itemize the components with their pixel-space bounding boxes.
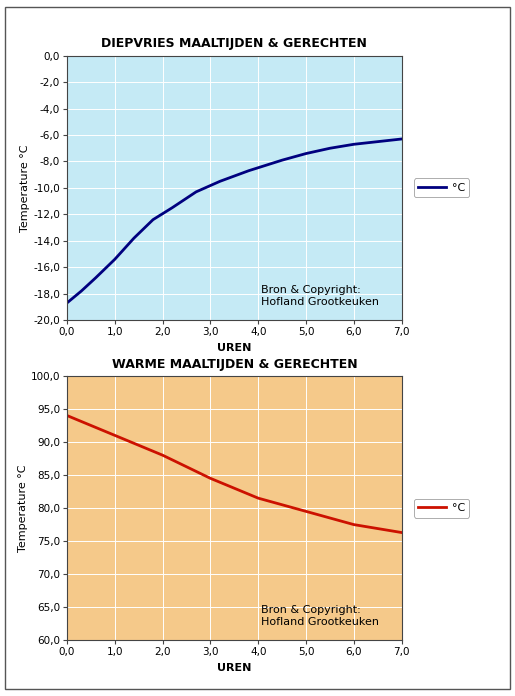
Y-axis label: Temperature °C: Temperature °C: [21, 144, 30, 232]
Y-axis label: Temperature °C: Temperature °C: [18, 464, 28, 552]
Title: WARME MAALTIJDEN & GERECHTEN: WARME MAALTIJDEN & GERECHTEN: [112, 358, 357, 370]
X-axis label: UREN: UREN: [217, 663, 251, 673]
Text: Bron & Copyright:
Hofland Grootkeuken: Bron & Copyright: Hofland Grootkeuken: [261, 606, 379, 627]
X-axis label: UREN: UREN: [217, 342, 251, 353]
Text: Bron & Copyright:
Hofland Grootkeuken: Bron & Copyright: Hofland Grootkeuken: [261, 285, 379, 307]
Legend: °C: °C: [414, 498, 470, 518]
Legend: °C: °C: [414, 178, 470, 198]
Title: DIEPVRIES MAALTIJDEN & GERECHTEN: DIEPVRIES MAALTIJDEN & GERECHTEN: [101, 38, 367, 50]
